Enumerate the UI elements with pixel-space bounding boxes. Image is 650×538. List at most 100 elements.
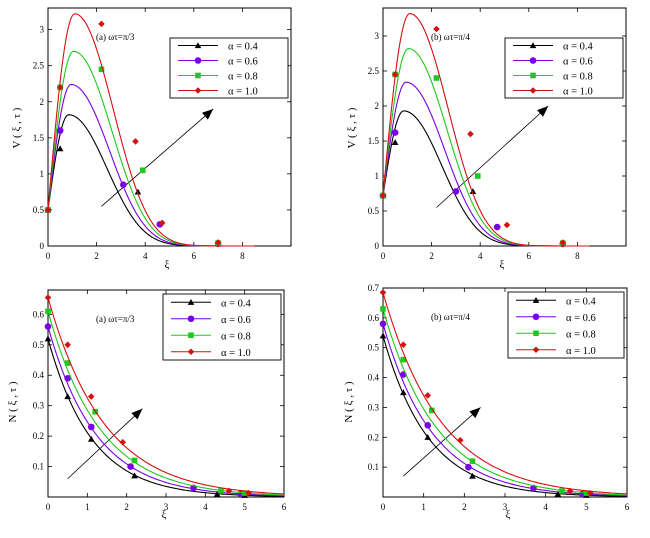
x-tick-label: 3 <box>164 502 169 512</box>
y-tick-label: 0.7 <box>368 283 380 293</box>
data-point-marker <box>131 457 138 464</box>
legend-marker <box>187 348 195 356</box>
y-axis-label: V ( ξ , τ ) <box>346 107 358 148</box>
x-axis-label: ξ <box>506 509 511 521</box>
x-tick-label: 2 <box>429 251 434 261</box>
legend-entry-4: α = 1.0 <box>228 87 258 98</box>
x-axis-label: ξ <box>162 509 167 521</box>
data-point-marker <box>433 75 440 81</box>
x-tick-label: 0 <box>381 502 386 512</box>
trend-arrow-shaft <box>67 408 143 480</box>
data-point-marker <box>218 488 224 494</box>
x-axis-label: ξ <box>500 259 505 271</box>
series-line-4 <box>382 13 590 247</box>
y-tick-label: 1.5 <box>368 136 380 146</box>
data-point-marker <box>391 71 399 78</box>
data-point-marker <box>400 356 407 363</box>
legend-marker <box>532 296 540 303</box>
legend-box <box>162 293 282 361</box>
plot-frame <box>382 7 627 247</box>
legend-entry-3: α = 0.8 <box>221 331 251 342</box>
legend-box <box>507 291 625 359</box>
legend-marker <box>532 313 540 321</box>
data-point-marker <box>139 167 146 174</box>
x-tick-label: 6 <box>282 502 287 512</box>
legend-box <box>169 37 289 99</box>
x-tick-label: 8 <box>240 251 245 261</box>
x-tick-label: 2 <box>462 502 467 512</box>
data-point-marker <box>98 20 105 28</box>
series-line-4 <box>382 292 628 495</box>
data-point-marker <box>87 393 95 400</box>
data-point-marker <box>452 188 460 195</box>
y-tick-label: 0.1 <box>33 462 44 472</box>
legend-entry-2: α = 0.6 <box>566 313 596 324</box>
legend: α = 0.4 α = 0.6 α = 0.8 α = 1.0 <box>162 293 282 361</box>
panel-annotation: (b) ωτ=π/4 <box>431 312 470 322</box>
x-tick-label: 4 <box>478 251 483 261</box>
legend: α = 0.4 α = 0.6 α = 0.8 α = 1.0 <box>169 37 289 99</box>
chart-panel-a-top: 0 2 4 6 8 0 0.5 1 1.5 2 2.5 3 ξ V ( ξ , τ ) (a) ωτ=π/3… <box>11 7 292 271</box>
y-tick-label: 0.3 <box>368 402 380 412</box>
legend-marker <box>195 72 201 79</box>
legend-marker <box>529 87 537 94</box>
y-tick-label: 2 <box>375 101 380 111</box>
y-axis-label: N ( ξ , τ ) <box>7 381 19 422</box>
data-point-marker <box>493 223 501 231</box>
series-line-4 <box>47 297 285 495</box>
x-tick-label: 4 <box>203 502 208 512</box>
legend-marker <box>194 87 202 94</box>
data-point-marker <box>400 389 407 396</box>
data-point-marker <box>87 435 95 442</box>
y-tick-label: 0.4 <box>368 373 380 383</box>
x-tick-label: 5 <box>242 502 247 512</box>
data-point-marker <box>64 360 71 366</box>
trend-arrow-head <box>469 407 481 419</box>
y-tick-label: 0.6 <box>368 313 380 323</box>
y-tick-label: 3 <box>40 25 45 35</box>
legend-entry-3: α = 0.8 <box>566 329 596 340</box>
data-point-marker <box>428 407 435 414</box>
legend-entry-1: α = 0.4 <box>563 42 594 53</box>
y-tick-label: 0.6 <box>33 309 45 319</box>
legend-marker <box>530 72 536 79</box>
panel-annotation: (b) ωτ=π/4 <box>431 32 470 42</box>
legend-entry-2: α = 0.6 <box>228 57 258 68</box>
x-tick-label: 6 <box>527 251 532 261</box>
legend-box <box>504 37 624 99</box>
legend-entry-1: α = 0.4 <box>221 298 252 309</box>
plot-frame <box>47 7 292 247</box>
y-tick-label: 1 <box>375 171 380 181</box>
y-tick-label: 0.5 <box>368 343 380 353</box>
data-point-marker <box>119 438 127 446</box>
data-point-marker <box>587 489 594 497</box>
y-tick-label: 0.5 <box>368 206 380 216</box>
data-point-marker <box>64 393 71 400</box>
trend-arrow-head <box>537 106 549 117</box>
data-point-marker <box>559 239 567 246</box>
data-point-marker <box>56 84 64 91</box>
data-point-marker <box>44 335 52 342</box>
trend-arrow-shaft <box>101 108 214 207</box>
x-tick-label: 6 <box>625 502 630 512</box>
data-point-marker <box>559 488 565 494</box>
legend: α = 0.4 α = 0.6 α = 0.8 α = 1.0 <box>504 37 624 99</box>
data-point-marker <box>56 127 64 134</box>
legend-entry-3: α = 0.8 <box>563 72 593 83</box>
data-point-marker <box>241 490 248 496</box>
y-tick-label: 0.5 <box>33 340 45 350</box>
data-point-marker <box>379 289 387 296</box>
data-point-marker <box>469 472 476 479</box>
legend-entry-3: α = 0.8 <box>228 72 258 83</box>
data-point-marker <box>380 306 386 312</box>
data-point-marker <box>120 181 127 188</box>
data-point-marker <box>132 138 139 145</box>
data-point-marker <box>214 239 222 246</box>
x-tick-label: 4 <box>543 502 548 512</box>
legend-entry-1: α = 0.4 <box>566 296 597 307</box>
x-tick-label: 5 <box>584 502 589 512</box>
data-point-marker <box>424 392 432 399</box>
data-point-marker <box>45 308 51 315</box>
legend-entry-4: α = 1.0 <box>221 348 251 359</box>
